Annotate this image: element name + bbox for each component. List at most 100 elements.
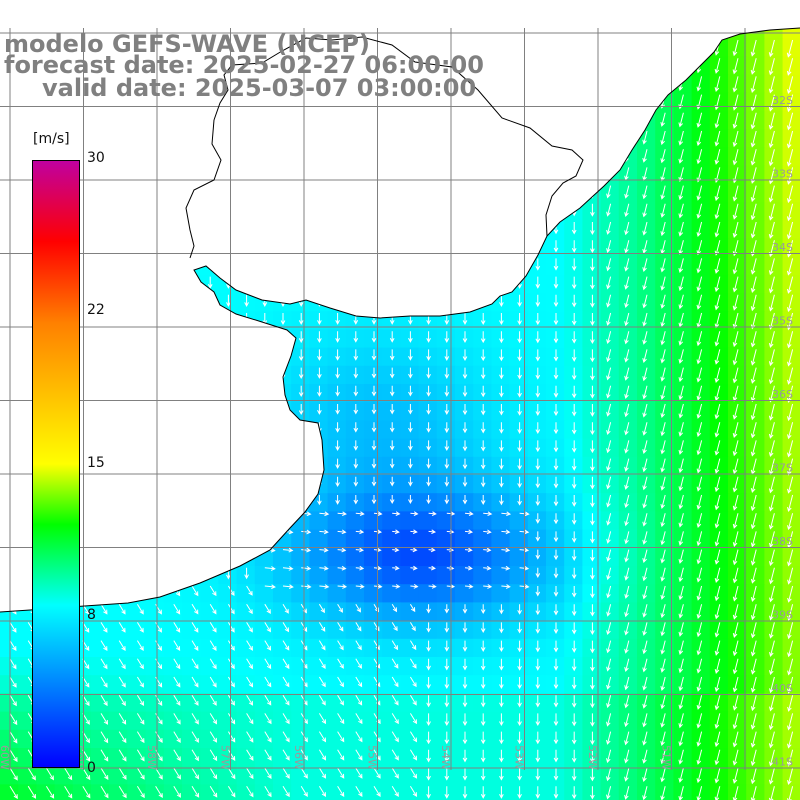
wind-arrow <box>191 585 199 597</box>
wind-cell <box>673 566 693 585</box>
wind-cell <box>145 547 165 567</box>
wind-cell <box>637 92 656 112</box>
wind-arrow <box>750 422 757 439</box>
wind-arrow <box>696 130 703 147</box>
wind-arrow <box>660 39 666 55</box>
wind-cell <box>582 456 602 476</box>
wind-arrow <box>191 694 199 706</box>
wind-cell <box>364 711 383 731</box>
wind-cell <box>109 784 128 800</box>
wind-cell <box>345 566 365 585</box>
wind-arrow <box>660 294 666 309</box>
wind-arrow <box>207 422 213 435</box>
wind-arrow <box>642 567 648 582</box>
wind-cell <box>127 438 147 458</box>
wind-arrow <box>318 658 326 669</box>
wind-arrow <box>642 221 648 236</box>
wind-cell <box>163 729 183 749</box>
wind-cell <box>0 693 19 713</box>
wind-cell <box>509 129 529 148</box>
wind-arrow <box>262 258 268 271</box>
wind-cell <box>546 475 565 494</box>
wind-cell <box>364 329 383 349</box>
wind-cell <box>145 420 165 440</box>
wind-cell <box>637 402 656 421</box>
wind-arrow <box>535 422 541 435</box>
wind-cell <box>509 511 529 531</box>
wind-arrow <box>786 149 794 167</box>
wind-arrow <box>553 476 559 489</box>
wind-arrow <box>25 349 31 362</box>
wind-cell <box>273 748 292 767</box>
wind-arrow <box>499 677 504 690</box>
wind-arrow <box>25 385 31 399</box>
wind-cell <box>254 638 274 658</box>
wind-arrow <box>25 94 31 107</box>
wind-arrow <box>768 767 775 785</box>
wind-arrow <box>590 622 595 635</box>
wind-cell <box>200 693 219 713</box>
wind-arrow <box>499 367 504 380</box>
wind-arrow <box>282 622 290 633</box>
wind-cell <box>291 365 310 385</box>
wind-cell <box>254 493 274 512</box>
wind-cell <box>273 365 292 385</box>
wind-cell <box>782 693 800 713</box>
wind-arrow <box>408 440 413 451</box>
wind-arrow <box>280 112 286 126</box>
wind-arrow <box>750 39 757 57</box>
wind-cell <box>418 202 438 221</box>
wind-cell <box>564 456 583 476</box>
wind-arrow <box>678 440 684 455</box>
wind-cell <box>309 311 329 330</box>
wind-arrow <box>624 240 630 254</box>
wind-arrow <box>262 349 268 362</box>
wind-cell <box>691 129 711 148</box>
wind-arrow <box>392 565 400 571</box>
wind-arrow <box>135 385 140 399</box>
wind-arrow <box>499 404 504 416</box>
wind-arrow <box>714 367 721 383</box>
wind-cell <box>254 784 274 800</box>
wind-cell <box>473 529 492 549</box>
wind-cell <box>455 293 474 312</box>
wind-arrow <box>642 604 648 618</box>
wind-arrow <box>335 349 340 361</box>
wind-arrow <box>517 640 522 653</box>
wind-arrow <box>98 422 104 435</box>
wind-cell <box>163 165 183 185</box>
wind-cell <box>546 602 565 622</box>
wind-cell <box>345 274 365 294</box>
wind-cell <box>127 111 147 130</box>
wind-cell <box>236 657 256 676</box>
wind-arrow <box>335 331 340 343</box>
wind-cell <box>345 293 365 312</box>
wind-cell <box>163 238 183 258</box>
wind-cell <box>273 584 292 603</box>
wind-cell <box>418 529 438 549</box>
wind-cell <box>109 384 128 403</box>
wind-cell <box>564 784 583 800</box>
wind-arrow <box>317 203 322 217</box>
wind-arrow <box>444 385 450 397</box>
wind-cell <box>491 675 511 694</box>
wind-cell <box>436 693 456 713</box>
wind-cell <box>600 784 620 800</box>
wind-cell <box>418 293 438 312</box>
wind-arrow <box>171 495 177 508</box>
wind-cell <box>273 402 292 421</box>
wind-cell <box>455 402 474 421</box>
wind-arrow <box>353 112 359 126</box>
wind-cell <box>655 456 674 476</box>
wind-arrow <box>696 749 703 765</box>
wind-arrow <box>642 585 648 600</box>
wind-cell <box>91 620 110 640</box>
wind-arrow <box>535 713 541 727</box>
wind-arrow <box>426 149 431 162</box>
wind-arrow <box>444 495 450 505</box>
wind-cell <box>509 365 529 385</box>
wind-cell <box>309 274 329 294</box>
wind-arrow <box>535 58 541 71</box>
wind-cell <box>582 748 602 767</box>
wind-cell <box>655 256 674 276</box>
